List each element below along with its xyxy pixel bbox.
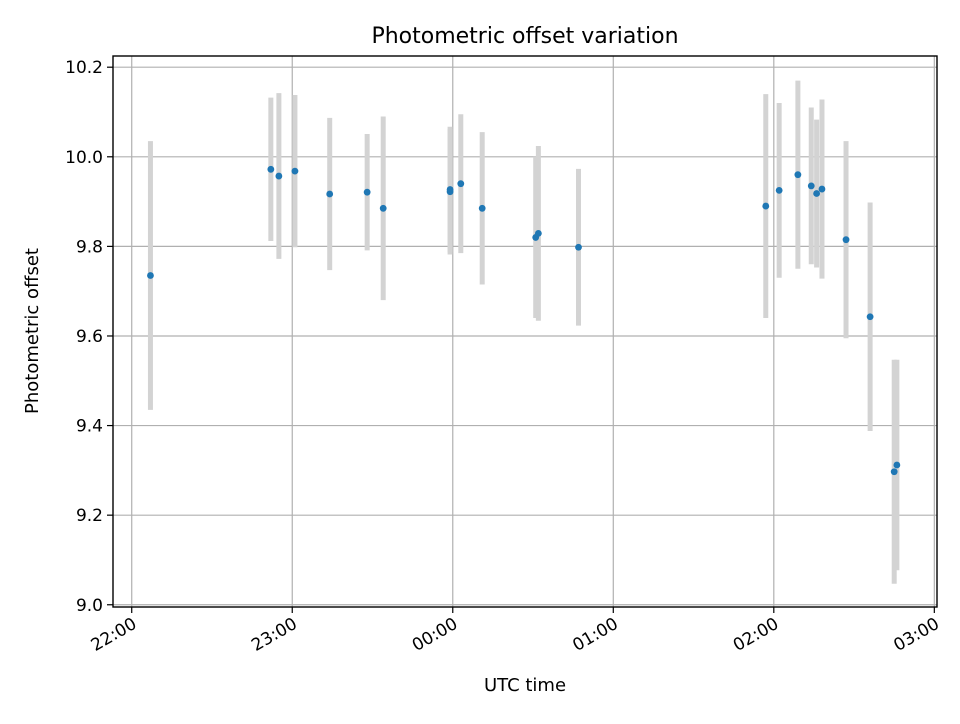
x-tick-label: 22:00 [88, 614, 140, 656]
data-point [534, 229, 542, 237]
data-point [842, 236, 850, 244]
x-axis-label: UTC time [484, 675, 566, 696]
data-point [379, 204, 387, 212]
data-point [457, 180, 465, 188]
data-point [807, 182, 815, 190]
y-tick-label: 10.0 [65, 148, 103, 168]
y-tick-label: 9.6 [76, 327, 103, 347]
y-tick-label: 9.0 [76, 596, 103, 616]
grid-layer [113, 56, 937, 607]
data-point [893, 461, 901, 469]
axes-frame [112, 55, 938, 608]
y-tick-label: 9.2 [76, 506, 103, 526]
y-tick-label: 9.4 [76, 417, 103, 437]
data-point [147, 272, 154, 279]
y-tick-label: 9.8 [76, 237, 103, 257]
data-point [446, 186, 454, 193]
data-point [890, 468, 898, 476]
data-point [794, 171, 802, 179]
data-point [575, 243, 582, 251]
data-point [478, 204, 486, 212]
data-point [762, 202, 770, 210]
y-tick-label: 10.2 [65, 58, 103, 78]
data-point [291, 167, 299, 175]
x-tick-label: 01:00 [569, 614, 621, 656]
point-layer [147, 165, 901, 476]
data-point [267, 165, 275, 173]
y-axis-label: Photometric offset [22, 248, 43, 414]
data-point [866, 313, 874, 321]
x-tick-label: 03:00 [890, 614, 942, 656]
data-point [818, 185, 826, 193]
x-tick-label: 00:00 [409, 614, 461, 656]
chart-title: Photometric offset variation [371, 24, 678, 49]
data-point [775, 186, 783, 194]
data-point [813, 190, 821, 197]
data-point [326, 190, 334, 198]
data-point [363, 188, 371, 196]
x-tick-label: 23:00 [248, 614, 300, 656]
data-point [275, 172, 283, 180]
errorbar-layer [147, 80, 900, 584]
x-tick-label: 02:00 [730, 614, 782, 656]
